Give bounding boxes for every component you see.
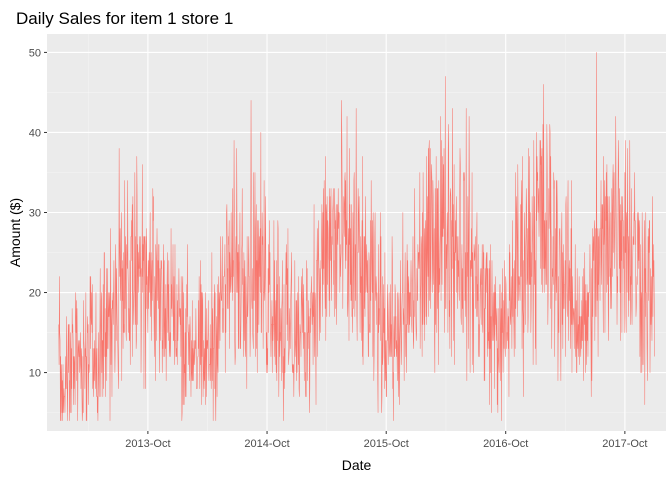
y-tick-label: 50	[29, 47, 41, 59]
y-axis: 10 20 30 40 50	[29, 47, 47, 380]
y-tick-label: 20	[29, 288, 41, 300]
x-tick-label: 2013-Oct	[125, 438, 170, 450]
x-axis-title: Date	[342, 457, 372, 473]
x-tick-label: 2014-Oct	[244, 438, 289, 450]
x-tick-label: 2017-Oct	[602, 438, 647, 450]
y-tick-label: 40	[29, 127, 41, 139]
series-line	[58, 52, 655, 421]
x-tick-label: 2015-Oct	[364, 438, 409, 450]
chart-title: Daily Sales for item 1 store 1	[16, 9, 233, 28]
x-axis: 2013-Oct 2014-Oct 2015-Oct 2016-Oct 2017-Oct	[125, 431, 647, 450]
y-tick-label: 10	[29, 368, 41, 380]
x-tick-label: 2016-Oct	[483, 438, 528, 450]
series-layer	[58, 52, 655, 421]
y-tick-label: 30	[29, 207, 41, 219]
y-axis-title: Amount ($)	[7, 198, 23, 267]
